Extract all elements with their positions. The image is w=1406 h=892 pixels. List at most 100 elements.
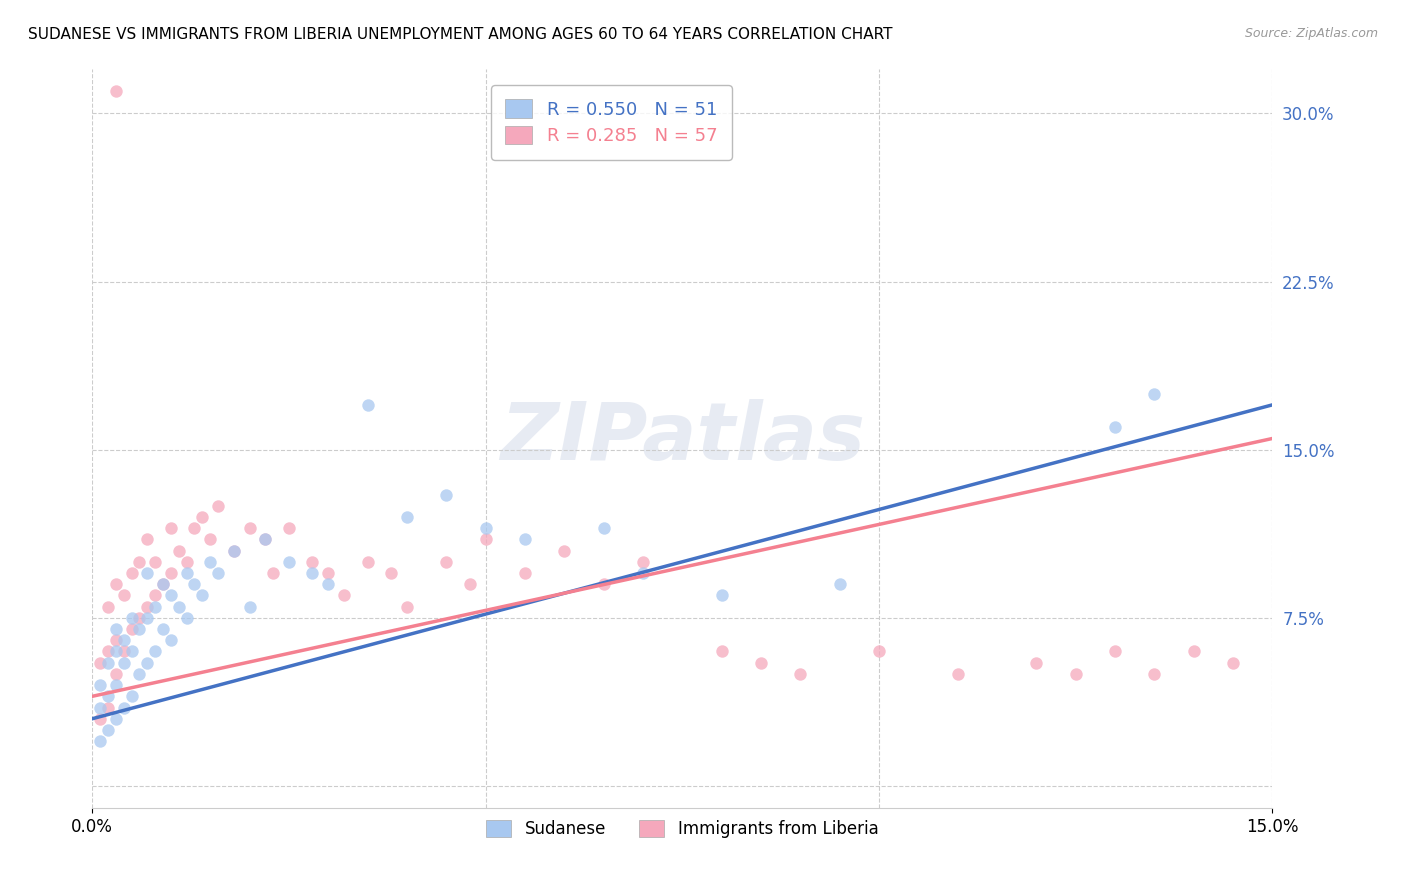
Point [121,611,143,625]
Point [1104,420,1126,434]
Point [749,656,772,670]
Point [160,633,183,648]
Point [89,734,111,748]
Point [356,555,378,569]
Point [238,521,260,535]
Point [200,533,222,547]
Point [128,611,150,625]
Point [152,577,174,591]
Point [112,700,135,714]
Point [434,555,457,569]
Point [513,566,536,580]
Point [316,577,339,591]
Point [104,667,127,681]
Point [136,533,159,547]
Point [121,622,143,636]
Text: ZIPatlas: ZIPatlas [499,400,865,477]
Point [136,566,159,580]
Point [128,667,150,681]
Point [176,611,198,625]
Point [97,599,120,614]
Point [262,566,284,580]
Point [254,533,277,547]
Point [152,622,174,636]
Point [222,543,245,558]
Point [97,723,120,737]
Point [1182,644,1205,658]
Point [434,487,457,501]
Point [104,633,127,648]
Point [152,577,174,591]
Point [553,543,575,558]
Point [301,566,323,580]
Point [89,700,111,714]
Point [513,533,536,547]
Point [191,589,214,603]
Point [1143,667,1166,681]
Point [136,656,159,670]
Point [1222,656,1244,670]
Legend: Sudanese, Immigrants from Liberia: Sudanese, Immigrants from Liberia [479,813,884,845]
Text: Source: ZipAtlas.com: Source: ZipAtlas.com [1244,27,1378,40]
Point [254,533,277,547]
Point [789,667,811,681]
Point [143,589,166,603]
Point [631,566,654,580]
Point [395,599,418,614]
Point [160,521,183,535]
Point [474,533,496,547]
Point [104,678,127,692]
Point [104,644,127,658]
Point [1025,656,1047,670]
Point [710,589,733,603]
Point [104,712,127,726]
Point [316,566,339,580]
Point [277,521,299,535]
Point [112,589,135,603]
Point [97,656,120,670]
Point [946,667,969,681]
Point [97,690,120,704]
Point [1064,667,1087,681]
Point [121,690,143,704]
Point [128,555,150,569]
Point [176,566,198,580]
Point [121,644,143,658]
Point [458,577,481,591]
Point [167,543,190,558]
Point [380,566,402,580]
Point [868,644,890,658]
Point [89,656,111,670]
Point [1104,644,1126,658]
Point [89,678,111,692]
Point [277,555,299,569]
Point [222,543,245,558]
Point [167,599,190,614]
Point [183,521,205,535]
Point [143,644,166,658]
Point [474,521,496,535]
Point [301,555,323,569]
Point [128,622,150,636]
Point [207,566,229,580]
Point [828,577,851,591]
Point [238,599,260,614]
Point [89,712,111,726]
Point [104,84,127,98]
Point [183,577,205,591]
Point [176,555,198,569]
Point [160,566,183,580]
Point [97,700,120,714]
Point [592,577,614,591]
Point [104,622,127,636]
Point [136,611,159,625]
Point [191,510,214,524]
Point [104,577,127,591]
Point [97,644,120,658]
Point [1143,386,1166,401]
Point [160,589,183,603]
Point [333,589,356,603]
Point [592,521,614,535]
Point [395,510,418,524]
Point [121,566,143,580]
